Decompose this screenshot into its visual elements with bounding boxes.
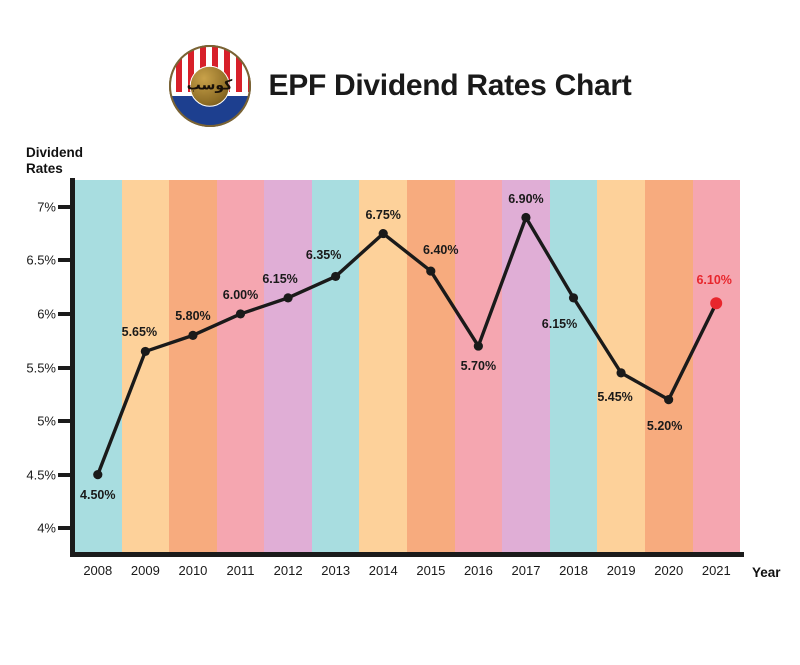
x-axis-tick-label: 2011: [226, 563, 255, 578]
data-point-label: 6.35%: [305, 248, 342, 263]
x-axis-tick-label: 2017: [511, 563, 541, 578]
y-axis-tick: [58, 311, 72, 316]
data-point-label: 5.20%: [646, 418, 683, 433]
page-title: EPF Dividend Rates Chart: [268, 69, 632, 102]
y-axis-title-line1: Dividend: [26, 145, 84, 160]
epf-logo-icon: كوسب: [168, 45, 251, 127]
data-point-marker[interactable]: [473, 341, 483, 351]
y-axis-tick: [58, 204, 72, 209]
x-axis-tick-label: 2008: [83, 563, 113, 578]
background-band: [121, 180, 170, 555]
background-band: [407, 180, 455, 555]
plot-area: [74, 180, 741, 555]
x-axis-tick-label: 2018: [559, 563, 589, 578]
x-axis-tick-label: 2010: [178, 563, 208, 578]
x-axis-tick-labels: 2008 2009 2010 2011 2012 2013 2014 2015 2016 2017…: [74, 563, 740, 585]
data-point-marker[interactable]: [568, 293, 579, 303]
background-band: [311, 180, 360, 555]
data-point-marker[interactable]: [93, 470, 103, 480]
y-axis-tick: [58, 258, 72, 263]
data-point-marker[interactable]: [283, 293, 293, 303]
y-axis-tick: [58, 472, 72, 477]
background-band: [359, 180, 408, 555]
y-axis-title: Dividend Rates: [26, 145, 106, 177]
background-band: [216, 180, 265, 555]
data-point-marker[interactable]: [331, 271, 341, 282]
series-line: [96, 215, 718, 477]
background-band: [74, 180, 122, 555]
x-axis-tick-label: 2013: [321, 563, 351, 578]
data-point-marker[interactable]: [521, 212, 531, 223]
x-axis-tick-label: 2019: [606, 563, 636, 578]
logo-outer-ring: [168, 45, 251, 127]
background-band: [264, 180, 312, 555]
background-band: [454, 180, 503, 555]
data-point-marker[interactable]: [235, 309, 246, 319]
y-axis-tick: [58, 526, 72, 531]
y-axis-tick-label: 4%: [37, 520, 56, 536]
data-point-label: 6.15%: [541, 316, 578, 331]
background-bands: [74, 180, 741, 555]
data-point-label: 6.00%: [222, 287, 259, 302]
x-axis-tick-label: 2016: [463, 563, 493, 578]
x-axis-title: Year: [752, 565, 781, 580]
data-point-marker[interactable]: [378, 228, 388, 239]
line-series: [93, 212, 723, 480]
y-axis-tick-label: 7%: [37, 199, 56, 215]
data-point-label: 6.10%: [696, 273, 732, 288]
data-point-marker[interactable]: [664, 395, 674, 405]
data-point-label: 6.40%: [423, 243, 459, 258]
data-point-label: 5.70%: [460, 359, 497, 374]
data-point-label: 6.90%: [508, 191, 544, 206]
chart-header: كوسب EPF Dividend Rates Chart: [0, 40, 800, 132]
y-axis-tick-label: 4.5%: [26, 467, 56, 483]
background-band: [597, 180, 645, 555]
data-point-label: 5.65%: [121, 325, 158, 340]
y-axis-line: [70, 178, 75, 557]
y-axis-tick-label: 6.5%: [26, 252, 56, 268]
x-axis-tick-label: 2014: [368, 563, 398, 578]
data-point-marker[interactable]: [188, 330, 198, 340]
y-axis-tick: [58, 419, 72, 424]
background-band: [549, 180, 598, 555]
x-axis-tick-label: 2009: [130, 563, 160, 578]
logo-center-emblem: كوسب: [186, 65, 233, 107]
data-point-label: 5.45%: [597, 389, 633, 404]
background-band: [692, 180, 741, 555]
data-point-label: 6.75%: [365, 207, 401, 222]
data-point-label: 5.80%: [175, 309, 211, 324]
data-point-marker[interactable]: [140, 346, 150, 357]
data-point-marker[interactable]: [616, 368, 626, 378]
y-axis-tick-labels: 4% 4.5% 5% 5.5% 6% 6.5% 7%: [0, 0, 56, 665]
y-axis-tick: [58, 365, 72, 370]
x-axis-tick-label: 2015: [416, 563, 446, 578]
x-axis-tick-label: 2021: [701, 563, 731, 578]
x-axis-line: [70, 552, 744, 557]
data-point-marker[interactable]: [710, 297, 723, 310]
y-axis-tick-label: 6%: [37, 306, 56, 322]
logo-glyph: كوسب: [186, 78, 233, 94]
background-band: [169, 180, 217, 555]
y-axis-tick-label: 5.5%: [26, 360, 56, 375]
data-point-label: 4.50%: [80, 487, 116, 502]
data-point-marker[interactable]: [426, 266, 436, 276]
data-point-label: 6.15%: [262, 271, 298, 286]
x-axis-tick-label: 2012: [273, 563, 303, 578]
y-axis-title-line2: Rates: [26, 160, 63, 176]
x-axis-tick-label: 2020: [654, 563, 684, 578]
y-axis-tick-label: 5%: [37, 413, 56, 429]
